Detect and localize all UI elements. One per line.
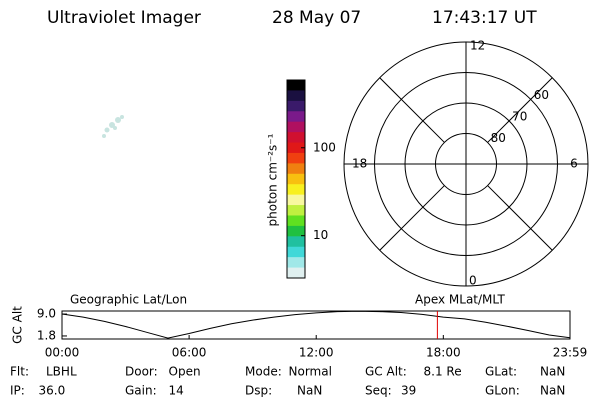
colorbar-segment (287, 142, 305, 154)
y-label: GC Alt (11, 306, 25, 344)
info-value: Open (169, 365, 201, 379)
colorbar-segment (287, 173, 305, 185)
info-value: 36.0 (39, 384, 66, 398)
info-value: Normal (289, 365, 332, 379)
colorbar-segment (287, 184, 305, 196)
x-tick-label: 18:00 (426, 346, 461, 360)
mlt-label: 18 (352, 157, 367, 171)
colorbar-segment (287, 90, 305, 102)
plot-label: Apex MLat/MLT (415, 293, 505, 307)
colorbar-segment (287, 205, 305, 216)
info-label: Dsp: (245, 384, 272, 398)
title: Ultraviolet Imager (47, 8, 201, 28)
axis-line (379, 185, 445, 251)
info-value: NaN (297, 384, 322, 398)
date: 28 May 07 (272, 8, 361, 28)
colorbar-segment (287, 257, 305, 269)
colorbar-segment (287, 80, 305, 91)
info-label: GC Alt: (365, 365, 407, 379)
info-label: IP: (10, 384, 25, 398)
image-speckle (102, 115, 124, 138)
colorbar-frame (286, 79, 306, 279)
colorbar-segment (287, 100, 305, 112)
colorbar-segment (287, 132, 305, 144)
info-label: GLon: (485, 384, 520, 398)
lat-label: 70 (512, 109, 527, 123)
info-value: 14 (169, 384, 184, 398)
colorbar-segment (287, 225, 305, 237)
info-value: 8.1 Re (424, 365, 462, 379)
colorbar-tick-label: 10 (313, 228, 328, 242)
colorbar-label: photon cm⁻²s⁻¹ (266, 133, 280, 226)
info-label: Flt: (10, 365, 29, 379)
info-value: NaN (540, 384, 565, 398)
x-tick-label: 12:00 (299, 346, 334, 360)
info-value: NaN (540, 365, 565, 379)
info-label: Mode: (245, 365, 282, 379)
x-tick-label: 00:00 (45, 346, 80, 360)
info-label: Gain: (125, 384, 157, 398)
mlt-label: 6 (570, 157, 578, 171)
colorbar-segment (287, 246, 305, 258)
time: 17:43:17 UT (432, 8, 537, 28)
info-label: Seq: (365, 384, 392, 398)
info-value: LBHL (46, 365, 77, 379)
altitude-line (61, 310, 571, 339)
colorbar-segment (287, 267, 305, 279)
y-tick-label: 1.8 (37, 328, 56, 342)
colorbar-tick-label: 100 (313, 140, 336, 154)
mlt-label: 0 (469, 274, 477, 288)
axis-line (487, 77, 553, 143)
colorbar-segment (287, 194, 305, 206)
colorbar-segment (287, 163, 305, 175)
x-tick-label: 23:59 (553, 346, 588, 360)
info-value: 39 (401, 384, 416, 398)
x-tick-label: 06:00 (172, 346, 207, 360)
info-label: Door: (125, 365, 158, 379)
colorbar-segment (287, 111, 305, 123)
lat-label: 80 (491, 131, 506, 145)
info-label: GLat: (485, 365, 517, 379)
axis-line (487, 185, 553, 251)
colorbar-segment (287, 152, 305, 164)
y-tick-label: 9.0 (37, 307, 56, 321)
plot-label: Geographic Lat/Lon (70, 293, 187, 307)
plot-frame (61, 310, 571, 340)
axis-line (379, 77, 445, 143)
colorbar-segment (287, 236, 305, 248)
mlt-label: 12 (470, 39, 485, 53)
colorbar-segment (287, 121, 305, 133)
colorbar-segment (287, 215, 305, 227)
lat-label: 60 (534, 88, 549, 102)
